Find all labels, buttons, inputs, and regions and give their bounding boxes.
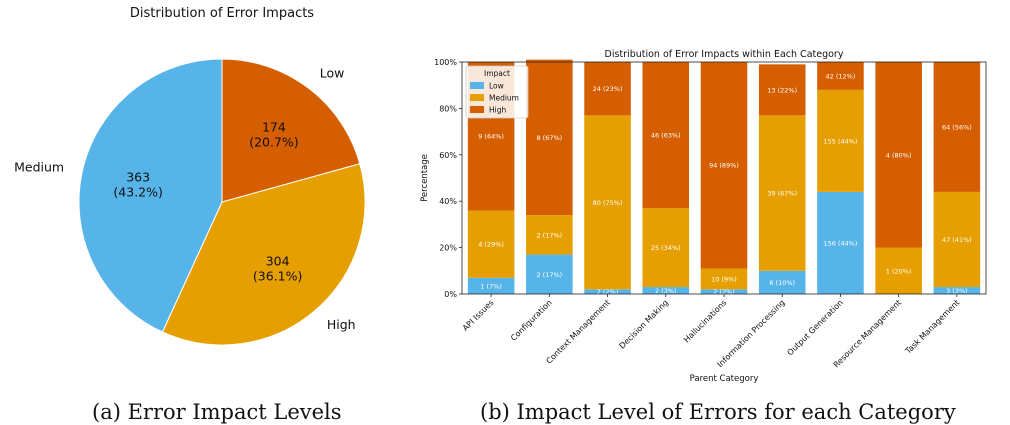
bar-configuration-medium bbox=[526, 215, 573, 255]
caption-a: (a) Error Impact Levels bbox=[92, 400, 342, 424]
pie-percent-high: (36.1%) bbox=[253, 268, 302, 283]
bar-label-task-management-low: 3 (3%) bbox=[946, 287, 968, 295]
bar-label-information-processing-low: 6 (10%) bbox=[769, 279, 795, 287]
bar-label-configuration-low: 2 (17%) bbox=[536, 271, 562, 279]
bar-information-processing-low bbox=[758, 270, 806, 294]
bar-label-api-issues-medium: 4 (29%) bbox=[478, 241, 504, 249]
y-tick-label: 100% bbox=[434, 58, 457, 67]
bar-label-decision-making-high: 46 (63%) bbox=[651, 132, 681, 140]
pie-slice-high bbox=[161, 163, 366, 346]
x-tick-label-configuration: Configuration bbox=[509, 298, 554, 343]
x-tick-label-api-issues: API Issues bbox=[461, 298, 496, 333]
x-tick-label-task-management: Task Management bbox=[903, 298, 961, 356]
legend-label-low: Low bbox=[489, 82, 504, 91]
pie-value-medium: 363 bbox=[126, 170, 150, 185]
pie-slice-medium bbox=[78, 58, 223, 333]
bar-label-output-generation-low: 156 (44%) bbox=[823, 239, 857, 247]
bar-label-configuration-high: 8 (67%) bbox=[536, 134, 562, 142]
bar-label-information-processing-high: 13 (22%) bbox=[767, 86, 797, 94]
bar-decision-making-medium bbox=[642, 208, 690, 288]
bar-label-resource-management-medium: 1 (20%) bbox=[886, 267, 912, 275]
pie-label-medium: Medium bbox=[14, 160, 64, 175]
legend-label-medium: Medium bbox=[489, 94, 519, 103]
bar-label-hallucinations-medium: 10 (9%) bbox=[711, 275, 737, 283]
y-axis-label: Percentage bbox=[420, 154, 430, 202]
bar-label-context-management-low: 2 (2%) bbox=[597, 288, 619, 296]
pie-label-high: High bbox=[327, 317, 356, 332]
bar-title: Distribution of Error Impacts within Eac… bbox=[605, 49, 844, 60]
pie-value-low: 174 bbox=[262, 120, 286, 135]
x-tick-label-information-processing: Information Processing bbox=[716, 298, 787, 369]
bar-label-task-management-high: 64 (56%) bbox=[942, 123, 972, 131]
bar-label-information-processing-medium: 39 (67%) bbox=[767, 190, 797, 198]
caption-b: (b) Impact Level of Errors for each Cate… bbox=[480, 400, 956, 424]
legend-swatch-medium bbox=[470, 94, 484, 101]
bar-decision-making-low bbox=[642, 287, 690, 294]
bar-label-task-management-medium: 47 (41%) bbox=[942, 236, 972, 244]
pie-chart-panel: Distribution of Error Impacts 174 (20.7%)… bbox=[0, 0, 445, 421]
bar-output-generation-medium bbox=[817, 89, 864, 192]
bar-configuration-high bbox=[526, 59, 573, 216]
pie-chart: Distribution of Error Impacts 174(20.7%)… bbox=[14, 6, 366, 346]
y-tick-label: 40% bbox=[439, 197, 457, 206]
bar-api-issues-low bbox=[467, 277, 515, 294]
legend-swatch-high bbox=[470, 106, 484, 113]
y-tick-label: 80% bbox=[439, 104, 457, 113]
pie-percent-medium: (43.2%) bbox=[113, 185, 162, 200]
stacked-bar-chart: Distribution of Error Impacts within Eac… bbox=[420, 49, 987, 384]
bar-information-processing-high bbox=[758, 64, 806, 116]
stacked-bar-chart-panel: Distribution of Error Impacts within Eac… bbox=[410, 0, 1010, 421]
bar-hallucinations-medium bbox=[700, 268, 748, 290]
x-tick-label-output-generation: Output Generation bbox=[785, 298, 844, 357]
bar-label-output-generation-medium: 155 (44%) bbox=[823, 137, 857, 145]
x-tick-label-context-management: Context Management bbox=[544, 298, 612, 366]
bar-task-management-low bbox=[933, 287, 981, 294]
y-tick-label: 0% bbox=[444, 290, 457, 299]
legend-box bbox=[465, 65, 529, 119]
bar-label-api-issues-low: 1 (7%) bbox=[480, 282, 502, 290]
bar-label-api-issues-high: 9 (64%) bbox=[478, 133, 504, 141]
legend-label-high: High bbox=[489, 106, 506, 115]
bar-information-processing-medium bbox=[758, 115, 806, 271]
pie-percent-low: (20.7%) bbox=[249, 135, 298, 150]
bar-label-configuration-medium: 2 (17%) bbox=[536, 231, 562, 239]
pie-label-low: Low bbox=[320, 65, 345, 80]
bar-label-context-management-high: 24 (23%) bbox=[593, 85, 623, 93]
pie-value-high: 304 bbox=[266, 253, 290, 268]
bar-label-hallucinations-low: 2 (2%) bbox=[713, 288, 735, 296]
x-axis-label: Parent Category bbox=[690, 374, 759, 384]
bar-label-decision-making-low: 2 (3%) bbox=[655, 287, 677, 295]
bar-label-decision-making-medium: 25 (34%) bbox=[651, 244, 681, 252]
x-tick-label-resource-management: Resource Management bbox=[832, 298, 903, 369]
y-tick-label: 60% bbox=[439, 151, 457, 160]
bar-label-context-management-medium: 80 (75%) bbox=[593, 199, 623, 207]
bar-context-management-low bbox=[584, 289, 631, 294]
pie-title: Distribution of Error Impacts bbox=[130, 6, 314, 21]
legend-swatch-low bbox=[470, 82, 484, 89]
x-tick-label-decision-making: Decision Making bbox=[618, 298, 671, 351]
x-tick-label-hallucinations: Hallucinations bbox=[682, 298, 728, 344]
pie-slice-low bbox=[221, 58, 361, 203]
bar-resource-management-medium bbox=[875, 247, 922, 294]
bar-decision-making-high bbox=[642, 62, 690, 209]
bar-task-management-medium bbox=[933, 191, 981, 288]
bar-label-output-generation-high: 42 (12%) bbox=[826, 72, 856, 80]
bar-api-issues-medium bbox=[467, 210, 515, 278]
bar-context-management-high bbox=[584, 62, 631, 116]
bar-hallucinations-low bbox=[700, 289, 748, 294]
bar-output-generation-low bbox=[817, 191, 864, 294]
bar-task-management-high bbox=[933, 62, 981, 192]
bar-resource-management-high bbox=[875, 62, 922, 248]
y-tick-label: 20% bbox=[439, 244, 457, 253]
bar-hallucinations-high bbox=[700, 62, 748, 269]
bar-output-generation-high bbox=[817, 62, 864, 90]
bar-label-hallucinations-high: 94 (89%) bbox=[709, 162, 739, 170]
legend-title: Impact bbox=[484, 69, 510, 78]
bar-label-resource-management-high: 4 (80%) bbox=[886, 151, 912, 159]
bar-context-management-medium bbox=[584, 115, 631, 290]
bar-configuration-low bbox=[526, 254, 573, 294]
legend: Impact Low Medium High bbox=[465, 65, 529, 119]
